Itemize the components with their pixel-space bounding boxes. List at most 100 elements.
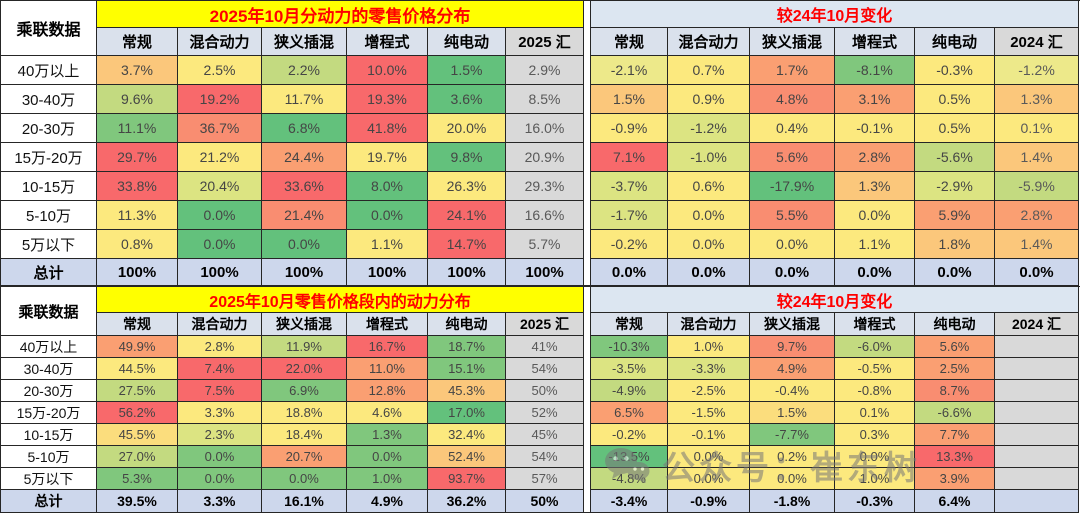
table-cell: 100%: [262, 259, 347, 286]
table-cell: 14.7%: [428, 230, 506, 259]
column-header: 混合动力: [178, 313, 262, 336]
table-cell: 1.5%: [428, 56, 506, 85]
table-cell: 20.7%: [262, 446, 347, 468]
table-cell: -3.5%: [591, 358, 668, 380]
table-cell: 45.5%: [97, 424, 178, 446]
table-cell: 18.7%: [428, 336, 506, 358]
table-cell: 9.7%: [750, 336, 835, 358]
table-cell: 2.3%: [178, 424, 262, 446]
table-cell: 32.4%: [428, 424, 506, 446]
column-header: 狭义插混: [750, 313, 835, 336]
table-cell: 3.7%: [97, 56, 178, 85]
table-cell: -5.9%: [995, 172, 1079, 201]
table-cell: 2.8%: [178, 336, 262, 358]
row-label: 40万以上: [1, 56, 97, 85]
table-cell: 33.8%: [97, 172, 178, 201]
table-cell: 1.0%: [347, 468, 428, 490]
table-cell: 2.2%: [262, 56, 347, 85]
table-cell: 1.3%: [995, 85, 1079, 114]
table-cell: 100%: [97, 259, 178, 286]
table-cell: 9.8%: [428, 143, 506, 172]
table-cell: 22.0%: [262, 358, 347, 380]
table-cell: 0.8%: [97, 230, 178, 259]
table-cell: 100%: [506, 259, 584, 286]
table-cell: 0.2%: [750, 446, 835, 468]
table-cell: 7.5%: [178, 380, 262, 402]
table-cell: -1.8%: [750, 490, 835, 513]
table-cell: 2.9%: [506, 56, 584, 85]
table-cell: -8.1%: [835, 56, 915, 85]
table-cell: 4.9%: [347, 490, 428, 513]
table-cell: 13.3%: [915, 446, 995, 468]
column-header: 增程式: [347, 313, 428, 336]
table-cell: 0.0%: [262, 230, 347, 259]
table-cell: 24.4%: [262, 143, 347, 172]
table-cell: 52.4%: [428, 446, 506, 468]
column-header: 2025 汇: [506, 313, 584, 336]
table-cell: -0.4%: [750, 380, 835, 402]
table-cell: 1.0%: [668, 336, 750, 358]
table-cell: 5.9%: [915, 201, 995, 230]
table-cell: -5.6%: [915, 143, 995, 172]
table-cell: 16.0%: [506, 114, 584, 143]
table-cell: 3.6%: [428, 85, 506, 114]
table-cell: 2.8%: [995, 201, 1079, 230]
table-cell: 0.0%: [668, 468, 750, 490]
table-cell: -0.9%: [591, 114, 668, 143]
table-cell: 6.9%: [262, 380, 347, 402]
table-cell: 45.3%: [428, 380, 506, 402]
column-header: 狭义插混: [262, 28, 347, 56]
table-cell: 20.0%: [428, 114, 506, 143]
table-cell: 0.0%: [668, 259, 750, 286]
table-cell: 1.4%: [995, 143, 1079, 172]
powertrain-mix-table: 乘联数据 2025年10月零售价格段内的动力分布 较24年10月变化 常规 混合动力 狭义…: [0, 286, 1080, 513]
table-cell: -2.1%: [591, 56, 668, 85]
table-cell: 24.1%: [428, 201, 506, 230]
table-cell: 10.0%: [347, 56, 428, 85]
table-cell: 19.2%: [178, 85, 262, 114]
table-cell: [995, 358, 1079, 380]
table-cell: 1.0%: [835, 468, 915, 490]
table-cell: 16.7%: [347, 336, 428, 358]
table-cell: 11.0%: [347, 358, 428, 380]
table-cell: -17.9%: [750, 172, 835, 201]
column-header: 常规: [97, 313, 178, 336]
table-cell: 0.0%: [835, 446, 915, 468]
column-header: 常规: [97, 28, 178, 56]
table-cell: 100%: [178, 259, 262, 286]
column-header: 混合动力: [178, 28, 262, 56]
table-cell: 0.0%: [178, 201, 262, 230]
table-cell: -7.7%: [750, 424, 835, 446]
table-cell: 8.7%: [915, 380, 995, 402]
table-cell: 54%: [506, 446, 584, 468]
table-cell: -0.9%: [668, 490, 750, 513]
table-cell: 1.5%: [591, 85, 668, 114]
table-cell: 11.9%: [262, 336, 347, 358]
table-cell: 1.3%: [347, 424, 428, 446]
table-cell: 7.4%: [178, 358, 262, 380]
row-label: 5万以下: [1, 230, 97, 259]
table-cell: 1.5%: [750, 402, 835, 424]
table-cell: 6.4%: [915, 490, 995, 513]
row-label: 10-15万: [1, 424, 97, 446]
section-title-right: 较24年10月变化: [591, 287, 1079, 313]
table-cell: 56.2%: [97, 402, 178, 424]
table-cell: 5.5%: [750, 201, 835, 230]
table-cell: 4.6%: [347, 402, 428, 424]
table-cell: 7.1%: [591, 143, 668, 172]
table-cell: 11.7%: [262, 85, 347, 114]
table-cell: -0.3%: [915, 56, 995, 85]
table-cell: 100%: [347, 259, 428, 286]
row-label: 5万以下: [1, 468, 97, 490]
table-cell: -3.7%: [591, 172, 668, 201]
table-cell: [995, 468, 1079, 490]
table-cell: 0.0%: [915, 259, 995, 286]
table-cell: 19.7%: [347, 143, 428, 172]
column-header: 常规: [591, 28, 668, 56]
table-cell: 0.6%: [668, 172, 750, 201]
table-cell: 0.0%: [591, 259, 668, 286]
table-cell: 0.0%: [178, 468, 262, 490]
table-cell: -2.9%: [915, 172, 995, 201]
table-cell: 1.1%: [347, 230, 428, 259]
